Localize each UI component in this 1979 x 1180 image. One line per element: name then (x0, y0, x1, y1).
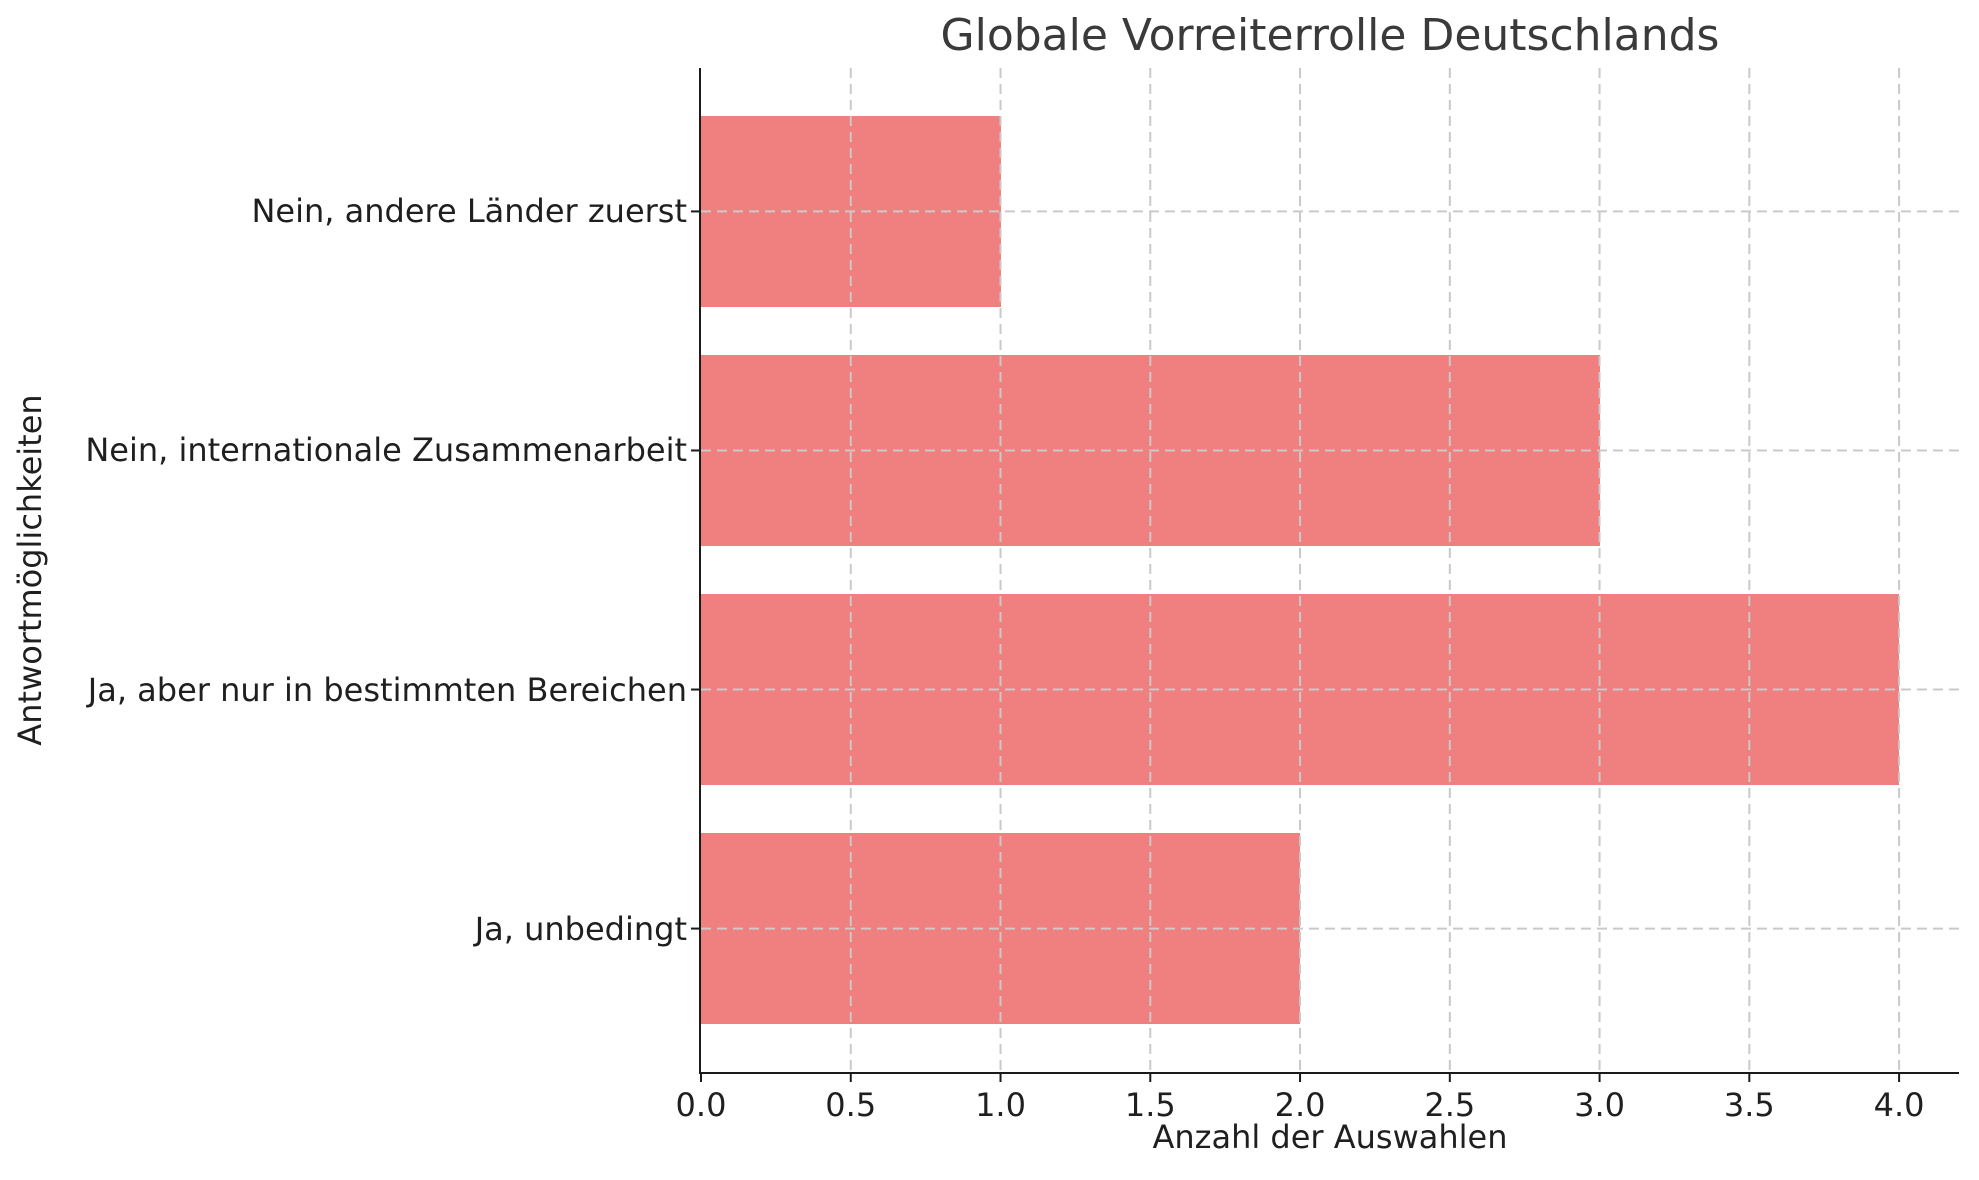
y-axis-title: Antwortmöglichkeiten (11, 394, 49, 746)
x-tick-label: 1.5 (1124, 1086, 1176, 1124)
category-label: Ja, aber nur in bestimmten Bereichen (87, 670, 687, 709)
x-tick-label: 2.5 (1424, 1086, 1476, 1124)
x-axis-spine (699, 1072, 1959, 1074)
x-axis-title: Anzahl der Auswahlen (1152, 1118, 1508, 1156)
category-label: Ja, unbedingt (474, 909, 687, 948)
x-tick-label: 3.5 (1723, 1086, 1775, 1124)
x-tick-label: 3.0 (1574, 1086, 1626, 1124)
y-axis-spine (699, 68, 701, 1072)
category-label: Nein, internationale Zusammenarbeit (85, 431, 687, 470)
category-label: Nein, andere Länder zuerst (251, 192, 687, 231)
x-tick-label: 1.0 (975, 1086, 1026, 1124)
x-tick-label: 4.0 (1873, 1086, 1925, 1124)
x-tick-label: 0.5 (825, 1086, 877, 1124)
chart-title: Globale Vorreiterrolle Deutschlands (940, 10, 1720, 61)
grid-and-ticks-layer (691, 68, 1959, 1082)
x-tick-label: 0.0 (675, 1086, 727, 1124)
plot-area: Nein, andere Länder zuerst Nein, internat… (85, 68, 1959, 1124)
x-tick-label: 2.0 (1274, 1086, 1326, 1124)
